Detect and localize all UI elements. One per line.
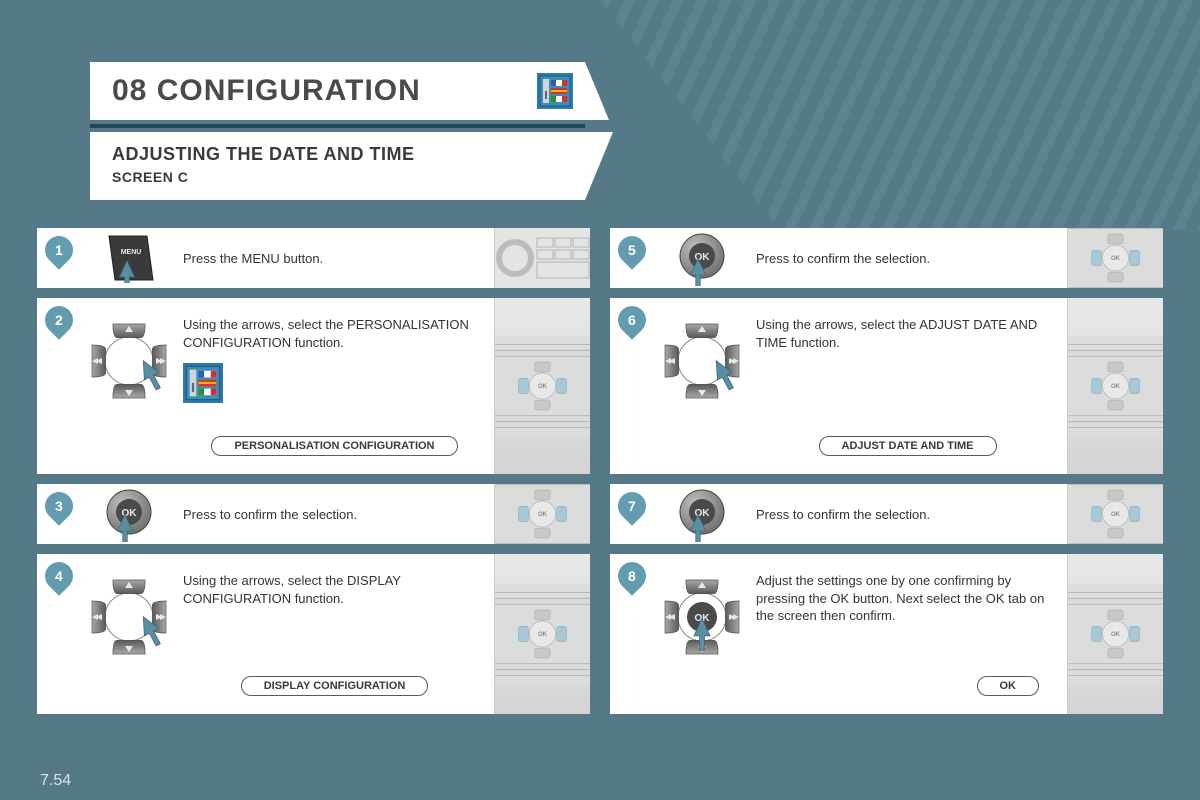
step-4: 4 Using the arrows, select the DISPLAY C… bbox=[37, 554, 590, 714]
step-text: Using the arrows, select the DISPLAY CON… bbox=[183, 572, 486, 607]
page-number: 7.54 bbox=[40, 772, 71, 790]
dpad-icon bbox=[79, 554, 179, 714]
step-text: Using the arrows, select the ADJUST DATE… bbox=[756, 316, 1059, 351]
page-header: 08 CONFIGURATION ADJUSTING THE DATE AND … bbox=[90, 62, 585, 200]
step-2: 2 Using the arrows, select the PERSONALI… bbox=[37, 298, 590, 474]
step-text: Press to confirm the selection. bbox=[756, 506, 1059, 524]
step-8: 8 OK Adjust the settings one by one conf… bbox=[610, 554, 1163, 714]
menu-pill: DISPLAY CONFIGURATION bbox=[241, 676, 429, 696]
step-6: 6 Using the arrows, select the ADJUST DA… bbox=[610, 298, 1163, 474]
dpad-panel-icon bbox=[494, 298, 590, 474]
page-subtitle: ADJUSTING THE DATE AND TIME bbox=[112, 144, 585, 165]
menu-pill: OK bbox=[977, 676, 1040, 696]
step-1: 1 MENU Press the MENU button. bbox=[37, 228, 590, 288]
dpad-ok-icon: OK bbox=[652, 554, 752, 714]
decorative-hatching bbox=[600, 0, 1200, 230]
step-text: Press the MENU button. bbox=[183, 250, 486, 268]
ok-knob-icon bbox=[652, 484, 752, 544]
step-number-badge: 6 bbox=[612, 300, 652, 340]
dpad-icon bbox=[652, 298, 752, 474]
dpad-panel-icon bbox=[1067, 228, 1163, 288]
dpad-panel-icon bbox=[494, 484, 590, 544]
screen-label: SCREEN C bbox=[112, 169, 585, 185]
dpad-panel-icon bbox=[1067, 554, 1163, 714]
step-5: 5 Press to confirm the selection. bbox=[610, 228, 1163, 288]
step-text: Using the arrows, select the PERSONALISA… bbox=[183, 316, 486, 351]
ok-knob-icon bbox=[79, 484, 179, 544]
right-column: 5 Press to confirm the selection. 6 Usin… bbox=[610, 228, 1163, 714]
step-text: Press to confirm the selection. bbox=[756, 250, 1059, 268]
header-title-bar: 08 CONFIGURATION bbox=[90, 62, 585, 120]
step-number-badge: 3 bbox=[39, 486, 79, 526]
step-number-badge: 2 bbox=[39, 300, 79, 340]
menu-pill: ADJUST DATE AND TIME bbox=[819, 436, 997, 456]
header-sub-bar: ADJUSTING THE DATE AND TIME SCREEN C bbox=[90, 132, 585, 200]
step-3: 3 Press to confirm the selection. bbox=[37, 484, 590, 544]
radio-panel-icon bbox=[494, 228, 590, 288]
dpad-icon bbox=[79, 298, 179, 474]
step-7: 7 Press to confirm the selection. bbox=[610, 484, 1163, 544]
step-number-badge: 4 bbox=[39, 556, 79, 596]
menu-pill: PERSONALISATION CONFIGURATION bbox=[211, 436, 457, 456]
sliders-flags-icon bbox=[537, 73, 573, 109]
steps-grid: 1 MENU Press the MENU button. 2 Using th… bbox=[37, 228, 1163, 714]
dpad-panel-icon bbox=[494, 554, 590, 714]
page-title: 08 CONFIGURATION bbox=[112, 74, 421, 108]
step-number-badge: 8 bbox=[612, 556, 652, 596]
dpad-panel-icon bbox=[1067, 298, 1163, 474]
svg-text:MENU: MENU bbox=[121, 249, 142, 256]
step-text: Press to confirm the selection. bbox=[183, 506, 486, 524]
left-column: 1 MENU Press the MENU button. 2 Using th… bbox=[37, 228, 590, 714]
step-number-badge: 7 bbox=[612, 486, 652, 526]
step-text: Adjust the settings one by one confirmin… bbox=[756, 572, 1059, 625]
dpad-panel-icon bbox=[1067, 484, 1163, 544]
ok-knob-icon bbox=[652, 228, 752, 288]
menu-button-icon: MENU bbox=[79, 228, 179, 288]
sliders-flags-icon bbox=[183, 363, 486, 408]
step-number-badge: 1 bbox=[39, 230, 79, 270]
header-divider bbox=[90, 124, 585, 128]
step-number-badge: 5 bbox=[612, 230, 652, 270]
